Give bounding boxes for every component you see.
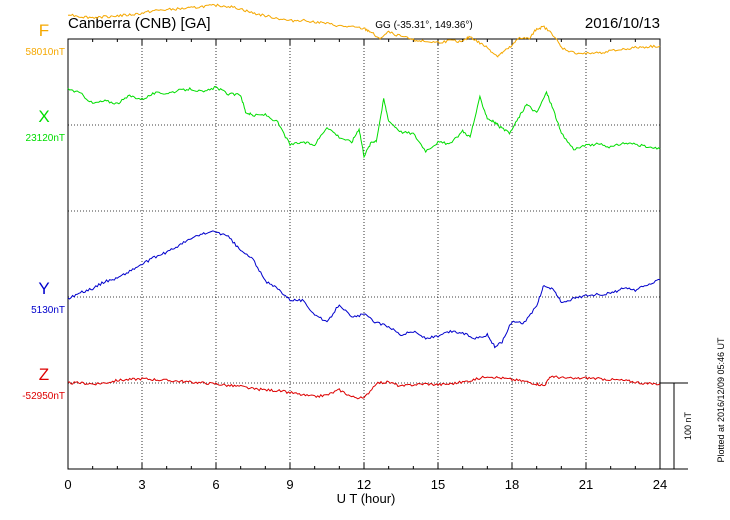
x-tick-label: 24 [653, 477, 667, 492]
plotted-at-note: Plotted at 2016/12/09 05:46 UT [716, 337, 726, 463]
station-title: Canberra (CNB) [GA] [68, 15, 211, 32]
series-baseline-f: 58010nT [26, 47, 65, 58]
series-baseline-x: 23120nT [26, 133, 65, 144]
x-tick-label: 9 [286, 477, 293, 492]
series-name-y: Y [38, 279, 49, 298]
series-line-z [67, 375, 661, 400]
series-lines [67, 3, 661, 400]
series-labels: F 58010nT X 23120nT Y 5130nT Z -52950nT [22, 21, 65, 402]
x-tick-label: 15 [431, 477, 445, 492]
series-line-f [67, 3, 661, 58]
series-name-x: X [38, 107, 49, 126]
series-line-y [67, 230, 661, 349]
x-tick-label: 18 [505, 477, 519, 492]
x-tick-label: 12 [357, 477, 371, 492]
series-name-f: F [39, 21, 49, 40]
plot-frame [67, 38, 661, 470]
grid [68, 39, 660, 469]
scale-bar: 100 nT [660, 382, 693, 470]
x-axis: 0 3 6 9 12 15 18 21 24 [64, 39, 667, 492]
series-baseline-y: 5130nT [31, 305, 65, 316]
series-line-x [67, 85, 661, 159]
series-name-z: Z [39, 365, 49, 384]
x-tick-label: 0 [64, 477, 71, 492]
x-tick-label: 6 [212, 477, 219, 492]
x-axis-label: U T (hour) [337, 491, 396, 506]
x-tick-label: 21 [579, 477, 593, 492]
scale-bar-label: 100 nT [683, 411, 693, 440]
date-label: 2016/10/13 [585, 15, 660, 32]
series-baseline-z: -52950nT [22, 391, 65, 402]
coordinates-label: GG (-35.31°, 149.36°) [375, 20, 473, 31]
x-tick-label: 3 [138, 477, 145, 492]
